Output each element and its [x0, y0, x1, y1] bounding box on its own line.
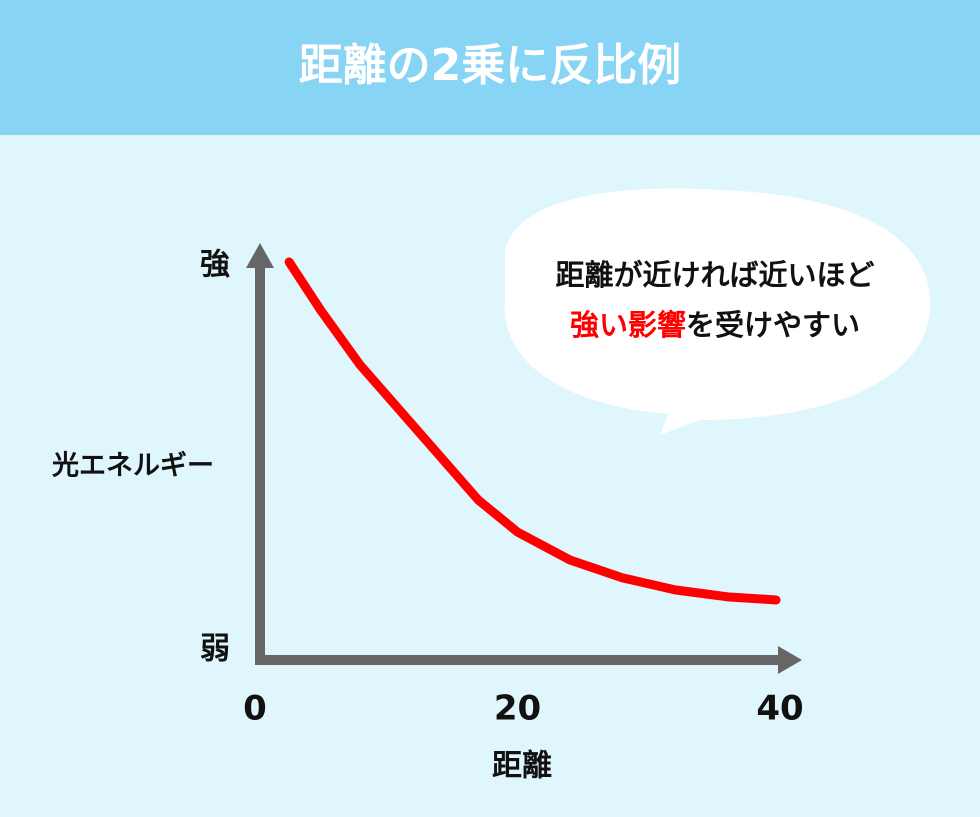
y-tick-label: 弱 [200, 632, 230, 667]
x-axis-title: 距離 [492, 749, 552, 784]
annotation-text: を受けやすい [686, 308, 860, 342]
x-tick-label: 20 [494, 689, 541, 729]
x-axis-arrow [778, 646, 802, 674]
annotation-line: 強い影響を受けやすい [570, 308, 860, 342]
x-tick-label: 40 [756, 689, 803, 729]
x-tick-label: 0 [243, 689, 267, 729]
data-line [284, 257, 781, 605]
annotation-line: 距離が近ければ近いほど [555, 258, 874, 292]
y-tick-label: 強 [200, 248, 230, 283]
chart-title: 距離の2乗に反比例 [299, 40, 682, 91]
annotation-highlight: 強い影響 [570, 308, 686, 342]
y-axis-title: 光エネルギー [51, 451, 214, 482]
speech-bubble [504, 188, 931, 435]
header [0, 0, 980, 135]
y-axis-arrow [246, 243, 274, 268]
